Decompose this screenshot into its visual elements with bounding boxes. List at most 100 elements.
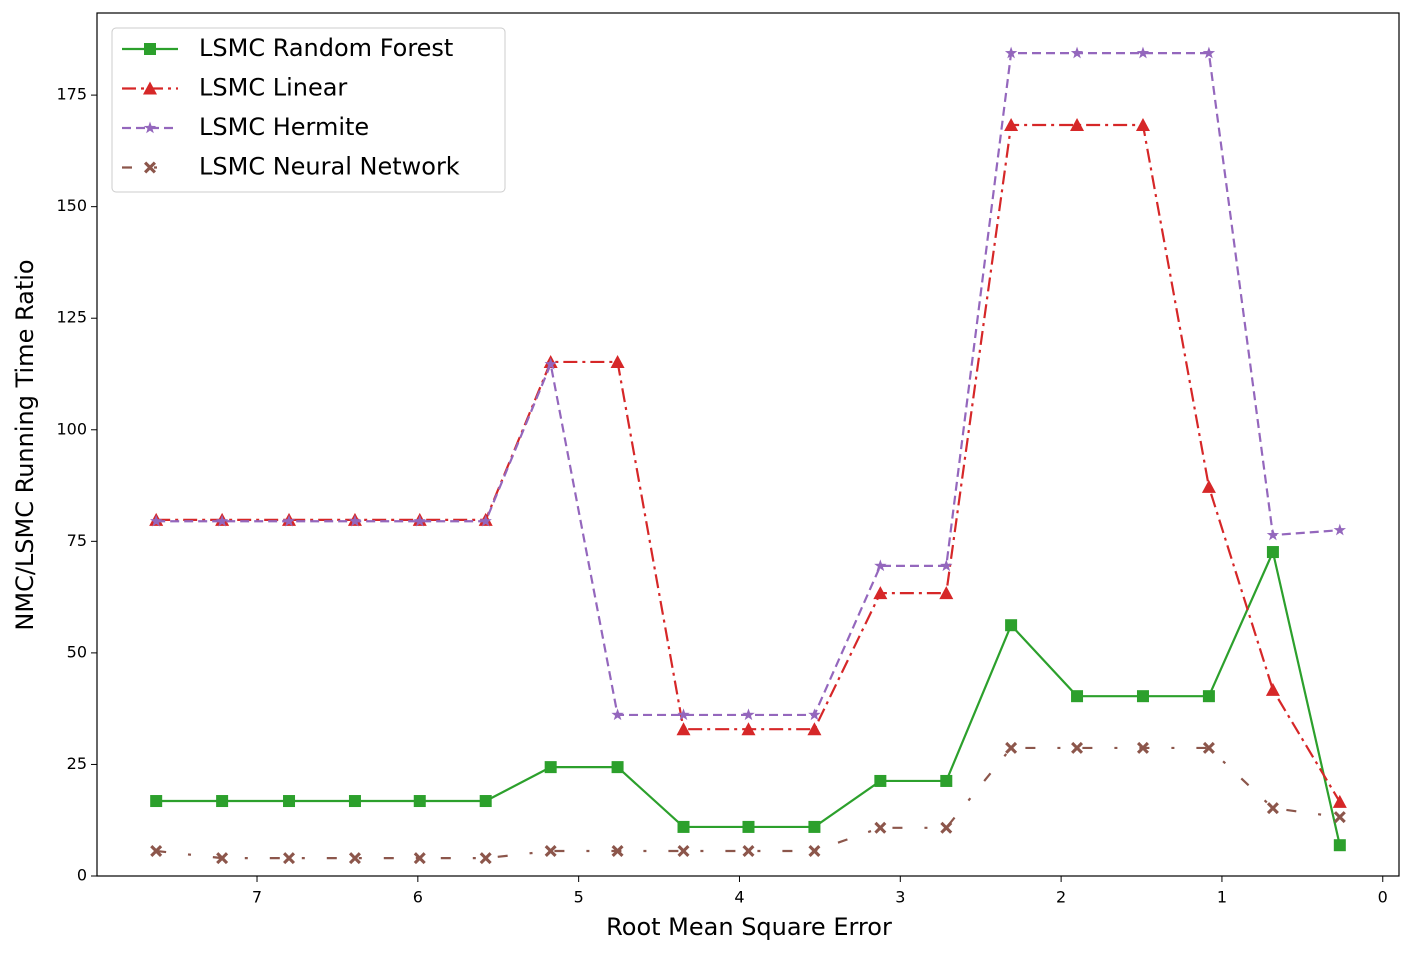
legend-box [111,27,506,193]
marker [677,708,690,721]
y-tick-label: 50 [67,642,87,661]
marker [216,795,229,808]
marker [348,514,362,527]
marker [283,852,296,865]
marker [143,81,157,95]
y-tick-label: 175 [56,85,87,104]
marker [144,161,156,174]
marker [940,774,953,787]
marker [150,514,163,527]
y-tick-label: 0 [77,866,87,885]
marker [1202,46,1216,59]
x-tick-label: 5 [574,888,584,907]
marker [413,514,426,527]
marker [610,354,625,368]
plot-frame [96,12,1400,877]
marker [1136,741,1149,754]
marker [1005,619,1018,632]
marker [742,708,755,721]
marker [1266,802,1279,815]
marker [1005,741,1018,754]
marker [874,821,887,834]
marker [742,845,755,858]
marker [676,722,691,736]
marker [348,852,361,865]
marker [677,820,690,833]
x-tick-label: 4 [734,888,744,907]
marker [413,852,426,865]
marker [1136,690,1149,703]
marker [611,845,624,858]
marker [677,845,690,858]
marker [611,761,624,774]
marker [1071,741,1084,754]
marker [808,820,821,833]
marker [1202,741,1215,754]
x-tick-label: 2 [1056,888,1066,907]
marker [1333,839,1346,852]
marker [1136,46,1150,59]
series-line [156,548,1341,846]
marker [283,795,296,808]
marker [544,761,557,774]
legend: LSMC Random Forest LSMC Linear LSMC Hermit… [111,27,506,193]
marker [1201,479,1216,493]
marker [940,821,953,834]
y-tick-label: 25 [67,754,87,773]
y-tick-label: 150 [56,196,87,215]
marker [1266,546,1279,559]
marker [1333,523,1346,536]
marker [413,795,426,808]
marker [939,586,954,600]
marker [1004,46,1018,59]
marker [1266,528,1280,541]
marker [611,708,624,721]
marker [1070,118,1085,132]
marker [150,795,163,808]
marker [940,559,953,572]
marker [1070,46,1084,59]
marker [544,357,557,370]
y-tick-label: 75 [67,531,87,550]
y-tick-label: 125 [56,308,87,327]
x-axis-label: Root Mean Square Error [606,913,892,941]
marker [873,586,888,600]
marker [1265,682,1280,696]
y-axis-label: NMC/LSMC Running Time Ratio [11,259,39,630]
marker [215,514,229,527]
marker [479,514,492,527]
x-tick-label: 1 [1217,888,1227,907]
marker [874,774,887,787]
marker [282,514,296,527]
marker [741,722,756,736]
marker [479,795,492,808]
legend-label: LSMC Hermite [199,113,369,141]
marker [874,559,887,572]
marker [150,845,163,858]
marker [479,852,492,865]
marker [143,121,157,134]
y-tick-label: 100 [56,419,87,438]
x-tick-label: 3 [895,888,905,907]
marker [808,708,821,721]
marker [742,820,755,833]
marker [1333,811,1346,824]
x-tick-label: 7 [252,888,262,907]
legend-label: LSMC Random Forest [199,34,453,62]
marker [348,795,361,808]
marker [216,852,229,865]
marker [807,722,822,736]
x-tick-label: 6 [413,888,423,907]
marker [808,845,821,858]
marker [1332,794,1347,808]
series-line [156,123,1341,803]
x-tick-label: 0 [1378,888,1388,907]
legend-label: LSMC Linear [199,74,347,102]
legend-label: LSMC Neural Network [199,153,460,181]
series-line [156,746,1340,860]
marker [1071,690,1084,703]
marker [1202,690,1215,703]
marker [144,43,156,55]
marker [1135,118,1150,132]
